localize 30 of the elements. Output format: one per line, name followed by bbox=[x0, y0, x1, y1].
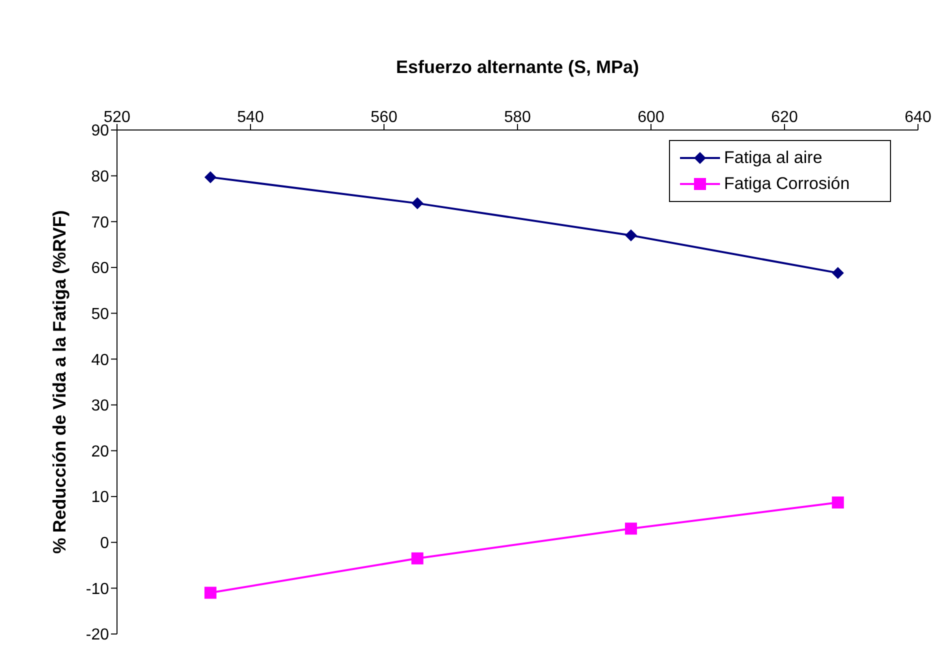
point bbox=[411, 197, 424, 210]
y-tick-label: -20 bbox=[86, 626, 110, 644]
x-tick-label: 580 bbox=[504, 109, 531, 126]
y-tick-label: 60 bbox=[91, 260, 110, 278]
y-tick-label: 10 bbox=[91, 489, 110, 506]
y-tick-label: 40 bbox=[91, 352, 110, 369]
y-tick-label: 50 bbox=[91, 306, 110, 323]
x-tick-label: 540 bbox=[237, 109, 264, 126]
y-tick-label: 30 bbox=[91, 398, 110, 415]
point bbox=[204, 586, 216, 599]
x-axis-title: Esfuerzo alternante (S, MPa) bbox=[396, 56, 640, 77]
y-axis-title: % Reducción de Vida a la Fatiga (%RVF) bbox=[49, 210, 70, 554]
point bbox=[624, 229, 637, 242]
y-tick-label: 80 bbox=[91, 168, 110, 186]
y-tick-label: 90 bbox=[91, 122, 110, 140]
y-tick-label: 70 bbox=[91, 214, 110, 232]
legend-label: Fatiga al aire bbox=[724, 147, 822, 169]
y-tick-label: 20 bbox=[91, 443, 110, 460]
point bbox=[204, 171, 216, 184]
y-tick-label: 0 bbox=[100, 535, 110, 552]
legend-label: Fatiga Corrosión bbox=[724, 173, 850, 195]
point bbox=[624, 522, 637, 535]
point bbox=[832, 266, 844, 279]
x-tick-label: 640 bbox=[904, 109, 932, 126]
point bbox=[832, 496, 844, 508]
x-tick-label: 560 bbox=[370, 109, 398, 126]
x-tick-label: 600 bbox=[638, 109, 664, 126]
point bbox=[411, 552, 424, 564]
x-tick-label: 620 bbox=[771, 109, 798, 126]
y-tick-label: -10 bbox=[86, 580, 110, 598]
